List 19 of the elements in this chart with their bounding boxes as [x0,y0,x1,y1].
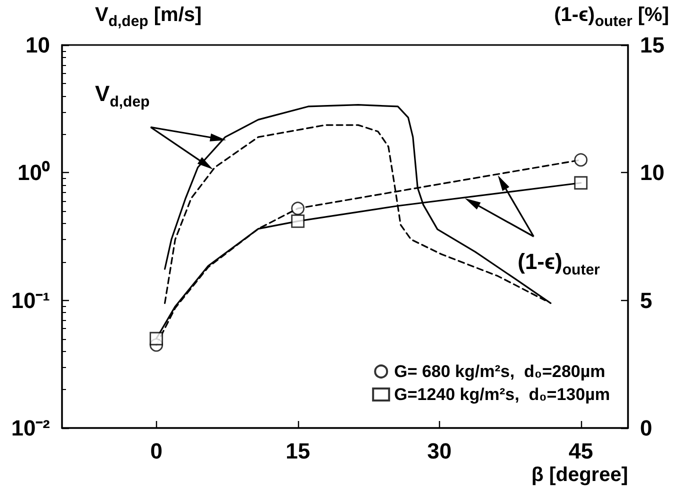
y2-tick-label: 10 [640,160,664,186]
y2-tick-label: 0 [640,416,652,440]
y-tick-label: 10⁻² [11,416,50,440]
x-tick-label: 15 [286,438,310,464]
x-tick-label: 30 [427,438,452,464]
y-tick-label: 10⁻¹ [11,288,50,313]
y2-axis-title: (1-ϵ)$_{outer}$ [%] [554,4,669,30]
y-axis-title: V$_{d,dep}$ [m/s] [95,4,202,30]
legend-label: G=1240 kg/m²s, d₀=130µm [394,385,610,404]
y2-tick-label: 15 [640,32,664,58]
legend-label: G= 680 kg/m²s, d₀=280µm [394,362,606,381]
annotation: (1-ϵ)$_{outer}$ [518,249,600,279]
x-tick-label: 0 [150,438,162,464]
x-tick-label: 45 [568,438,594,464]
y-tick-label: 10⁰ [18,160,50,186]
y2-tick-label: 5 [640,288,652,313]
x-axis-title: β [degree] [531,464,628,487]
y-tick-label: 10 [26,32,50,58]
annotation: V$_{d,dep}$ [95,81,150,111]
